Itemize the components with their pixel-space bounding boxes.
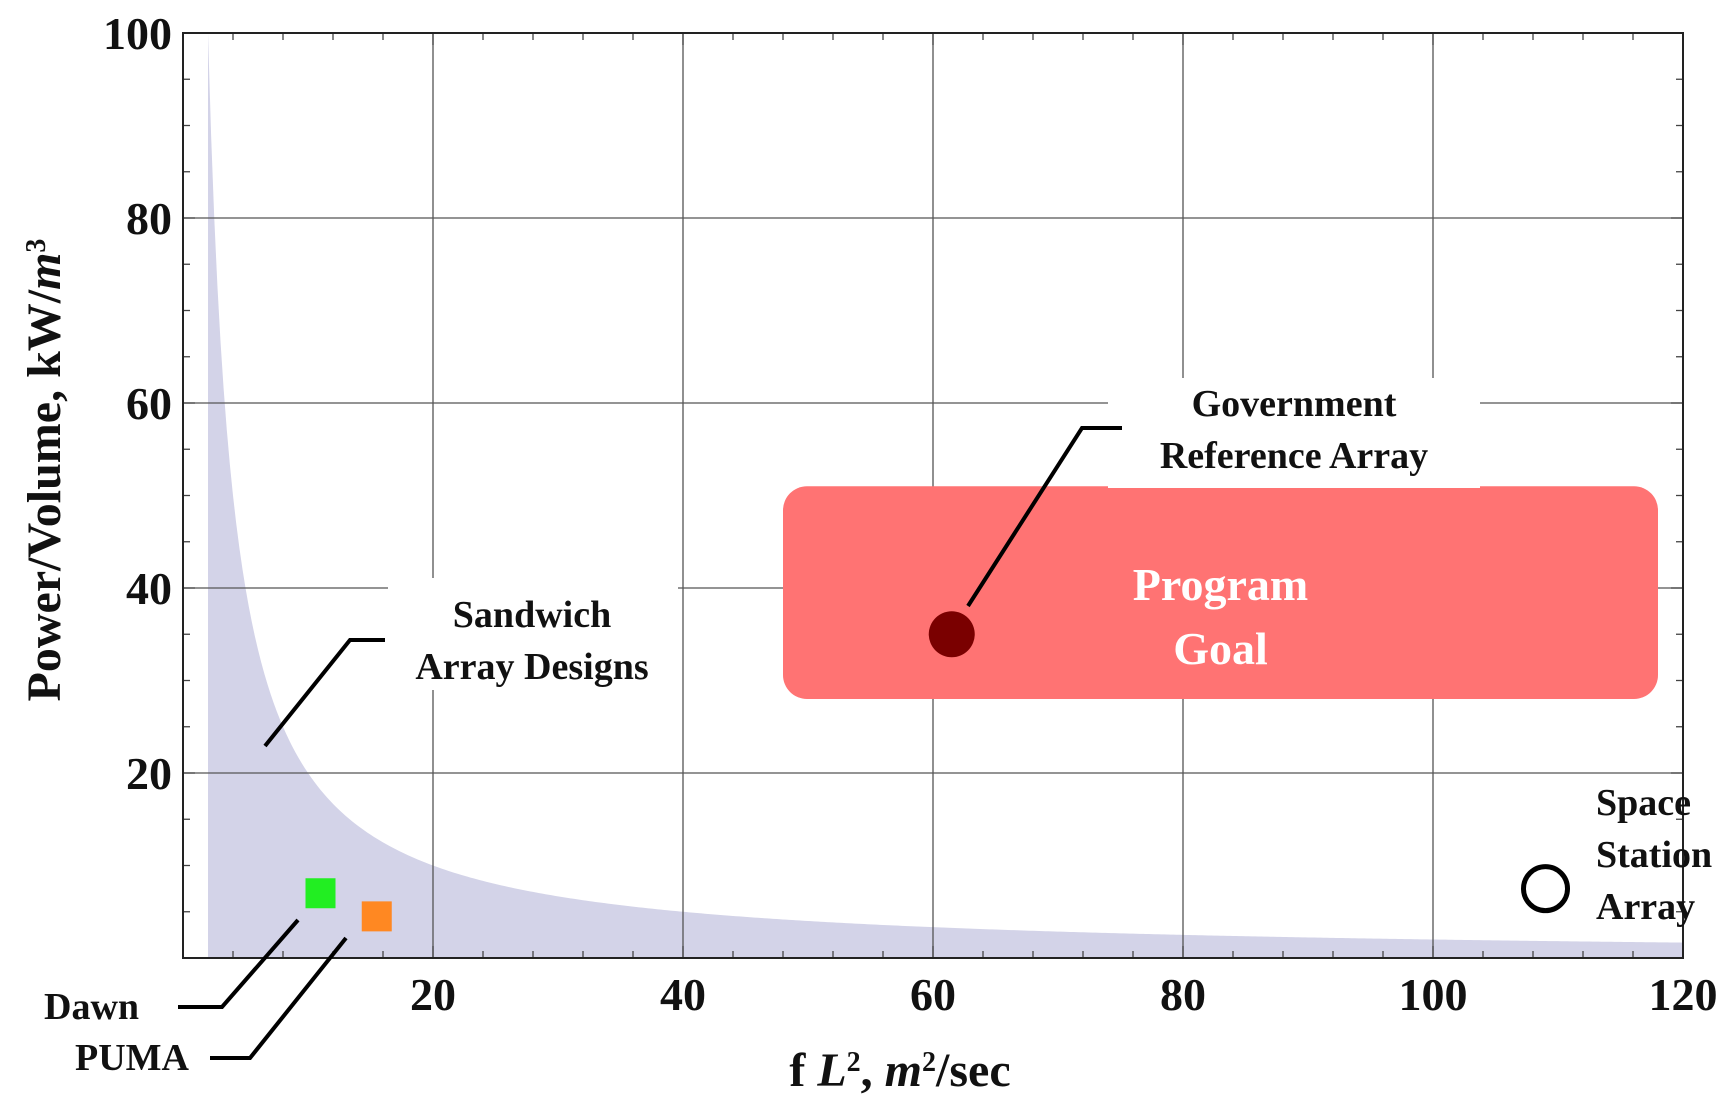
point-government-reference-array [928, 611, 975, 658]
dawn-label: Dawn [44, 986, 139, 1028]
x-tick-label: 80 [1160, 969, 1206, 1020]
y-tick-label: 100 [103, 8, 172, 59]
dawn-leader [178, 918, 300, 1009]
x-tick-label: 100 [1399, 969, 1468, 1020]
y-tick-label: 60 [126, 378, 172, 429]
puma-label: PUMA [75, 1037, 190, 1079]
government-leader [966, 426, 1122, 608]
y-tick-label: 80 [126, 193, 172, 244]
x-axis-title: f L2, m2/sec [789, 1044, 1010, 1097]
program-goal-label: Program [1133, 559, 1308, 610]
space-station-label: Array [1596, 886, 1695, 928]
sandwich-label: Array Designs [415, 646, 648, 688]
program-goal-label: Goal [1173, 623, 1268, 674]
point-space-station-array [1521, 864, 1570, 914]
y-tick-label: 40 [126, 563, 172, 614]
plot-frame [182, 32, 1684, 959]
space-station-label: Space [1596, 782, 1691, 824]
point-puma [361, 901, 392, 932]
puma-leader [210, 936, 348, 1060]
shaded-region [183, 33, 1683, 958]
y-axis-title: Power/Volume, kW/m3 [18, 239, 71, 702]
program-goal-region [783, 486, 1658, 699]
government-label: Reference Array [1160, 435, 1428, 477]
sandwich-leader [263, 638, 385, 748]
sandwich-label: Sandwich [453, 594, 611, 636]
annotations: 20 40 60 80 100 120 20 40 60 80 100 Sandwich Array D… [44, 8, 1718, 1079]
plot-area: Program Goal [182, 32, 1684, 959]
y-tick-label: 20 [126, 748, 172, 799]
x-tick-label: 60 [910, 969, 956, 1020]
x-tick-label: 40 [660, 969, 706, 1020]
x-tick-label: 120 [1649, 969, 1718, 1020]
government-label-box [1108, 378, 1480, 488]
government-label: Government [1192, 383, 1397, 425]
sandwich-label-box [388, 578, 678, 690]
space-station-label: Station [1596, 834, 1712, 876]
point-dawn [305, 878, 336, 909]
x-tick-label: 20 [410, 969, 456, 1020]
